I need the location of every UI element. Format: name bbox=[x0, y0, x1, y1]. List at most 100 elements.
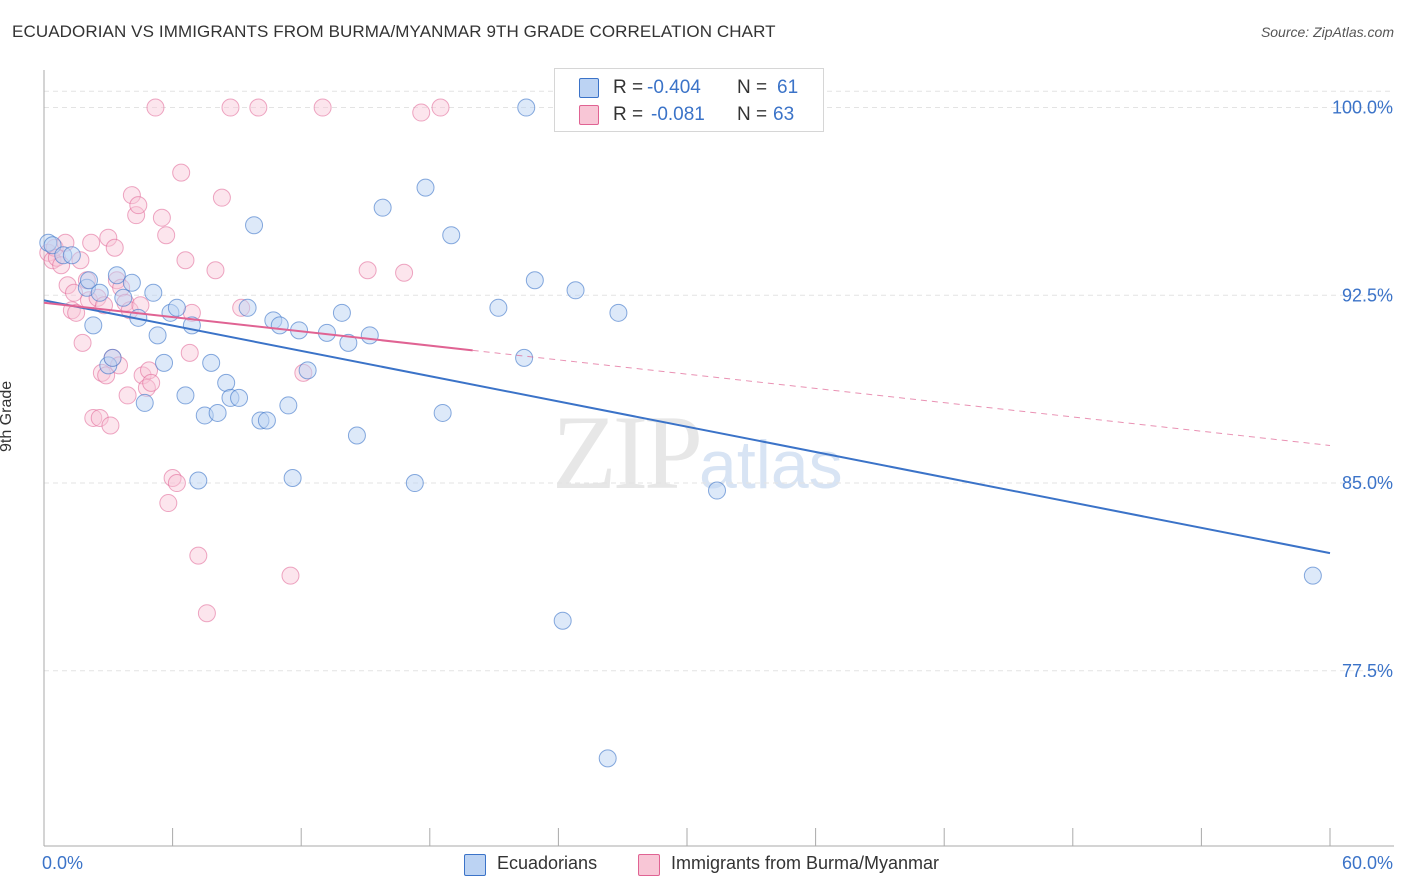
burma-trend-line bbox=[43, 301, 473, 352]
ecuadorian-point bbox=[257, 411, 276, 430]
burma-point bbox=[159, 494, 178, 513]
ecuadorian-point bbox=[405, 474, 424, 493]
burma-point bbox=[73, 333, 92, 352]
legend-row-ecuadorians: R = -0.404 N = 61 bbox=[555, 73, 823, 101]
burma-point bbox=[58, 276, 77, 295]
ecuadorian-point bbox=[148, 326, 167, 345]
ecuadorian-point bbox=[167, 298, 186, 317]
ecuadorian-point bbox=[114, 288, 133, 307]
burma-point bbox=[105, 238, 124, 257]
burma-point bbox=[249, 98, 268, 117]
ecuadorian-point bbox=[144, 283, 163, 302]
correlation-legend: R = -0.404 N = 61 R = -0.081 N = 63 bbox=[554, 68, 824, 132]
legend-n-label: N = bbox=[737, 104, 768, 125]
ecuadorian-point bbox=[283, 469, 302, 488]
series-ecuadorians-points bbox=[39, 98, 1322, 768]
ecuadorian-point bbox=[245, 216, 264, 235]
burma-point bbox=[412, 103, 431, 122]
ecuadorian-point bbox=[489, 298, 508, 317]
y-tick-label: 100.0% bbox=[1332, 98, 1393, 118]
watermark-zip: ZIP bbox=[552, 394, 703, 511]
ecuadorian-point bbox=[80, 271, 99, 290]
source-label: Source: ZipAtlas.com bbox=[1260, 24, 1394, 40]
ecuadorian-point bbox=[155, 353, 174, 372]
ecuadorian-point bbox=[525, 271, 544, 290]
ecuadorian-point bbox=[176, 386, 195, 405]
ecuadorian-point bbox=[433, 403, 452, 422]
burma-point bbox=[67, 303, 86, 322]
ecuadorian-point bbox=[208, 403, 227, 422]
legend-label-ecuadorians: Ecuadorians bbox=[497, 853, 598, 873]
gridlines bbox=[44, 90, 1394, 672]
burma-point bbox=[172, 163, 191, 182]
chart-title: ECUADORIAN VS IMMIGRANTS FROM BURMA/MYAN… bbox=[12, 22, 776, 41]
ecuadorian-point bbox=[416, 178, 435, 197]
legend-swatch-pink bbox=[638, 854, 660, 876]
ecuadorian-point bbox=[202, 353, 221, 372]
ecuadorian-point bbox=[609, 303, 628, 322]
ecuadorian-point bbox=[373, 198, 392, 217]
burma-point bbox=[90, 408, 109, 427]
legend-r-value: -0.404 bbox=[647, 77, 701, 98]
burma-point bbox=[180, 343, 199, 362]
burma-trend-extension bbox=[472, 349, 1331, 446]
legend-r-value: -0.081 bbox=[651, 104, 705, 125]
legend-row-burma: R = -0.081 N = 63 bbox=[555, 100, 823, 128]
burma-point bbox=[122, 186, 141, 205]
ecuadorian-point bbox=[107, 266, 126, 285]
legend-n-value: 63 bbox=[773, 104, 795, 125]
ecuadorian-point bbox=[347, 426, 366, 445]
ecuadorian-point bbox=[339, 333, 358, 352]
burma-point bbox=[281, 566, 300, 585]
ecuadorian-point bbox=[238, 298, 257, 317]
burma-point bbox=[189, 546, 208, 565]
legend-swatch-blue bbox=[464, 854, 486, 876]
burma-point bbox=[99, 228, 118, 247]
ecuadorian-point bbox=[230, 388, 249, 407]
burma-point bbox=[129, 196, 148, 215]
tick-labels: 77.5% 85.0% 92.5% 100.0% 0.0% 60.0% bbox=[42, 98, 1393, 873]
ecuadorian-point bbox=[553, 611, 572, 630]
burma-point bbox=[206, 261, 225, 280]
ecuadorian-point bbox=[90, 283, 109, 302]
ecuadorian-point bbox=[217, 373, 236, 392]
legend-r-label: R = bbox=[613, 77, 644, 98]
ecuadorian-point bbox=[62, 246, 81, 265]
ecuadorian-point bbox=[332, 303, 351, 322]
ecuadorian-point bbox=[135, 393, 154, 412]
ecuadorian-point bbox=[84, 316, 103, 335]
y-tick-label: 77.5% bbox=[1342, 661, 1393, 681]
ecuadorian-point bbox=[360, 326, 379, 345]
legend-swatch-blue bbox=[579, 78, 599, 98]
burma-point bbox=[167, 474, 186, 493]
burma-point bbox=[84, 408, 103, 427]
ecuadorian-point bbox=[279, 396, 298, 415]
burma-point bbox=[152, 208, 171, 227]
burma-point bbox=[82, 233, 101, 252]
ecuadorian-point bbox=[442, 226, 461, 245]
ecuadorian-point bbox=[598, 749, 617, 768]
legend-r-label: R = bbox=[613, 104, 644, 125]
burma-point bbox=[176, 251, 195, 270]
burma-point bbox=[142, 373, 161, 392]
legend-label-burma: Immigrants from Burma/Myanmar bbox=[671, 853, 940, 873]
x-tick-label: 0.0% bbox=[42, 853, 83, 873]
burma-point bbox=[118, 386, 137, 405]
axes bbox=[43, 70, 1394, 847]
ecuadorian-point bbox=[708, 481, 727, 500]
burma-point bbox=[212, 188, 231, 207]
watermark: ZIPatlas bbox=[552, 392, 843, 514]
trend-lines bbox=[43, 299, 1331, 555]
legend-n-value: 61 bbox=[777, 77, 799, 98]
legend-swatch-pink bbox=[579, 105, 599, 125]
legend-n-label: N = bbox=[737, 77, 768, 98]
burma-point bbox=[157, 226, 176, 245]
ecuadorian-point bbox=[298, 361, 317, 380]
burma-point bbox=[358, 261, 377, 280]
y-tick-label: 92.5% bbox=[1342, 285, 1393, 305]
ecuadorians-trend-line bbox=[43, 299, 1331, 555]
y-axis-title: 9th Grade bbox=[0, 380, 15, 452]
y-tick-label: 85.0% bbox=[1342, 473, 1393, 493]
ecuadorian-point bbox=[122, 273, 141, 292]
